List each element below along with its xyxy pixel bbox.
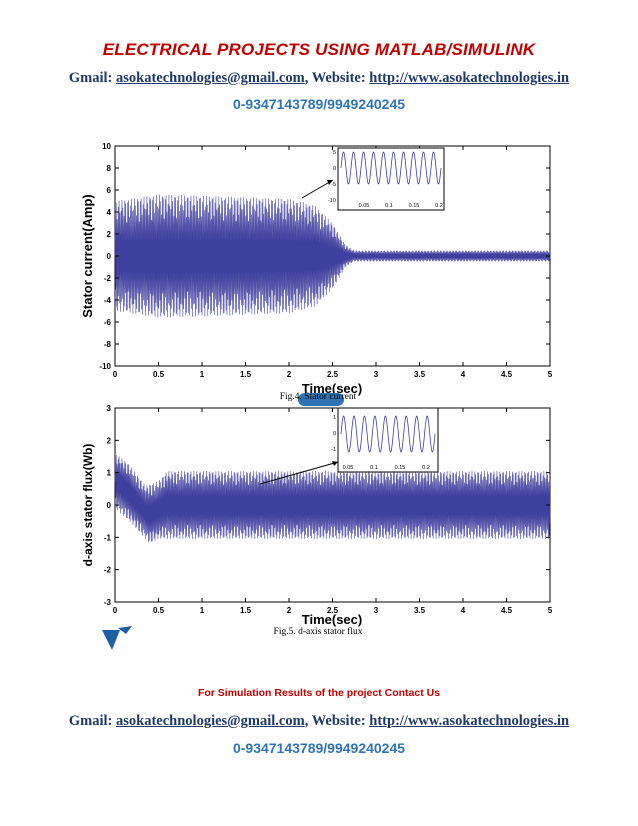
x-tick-label: 0 [113,606,118,615]
x-tick-label: 1.5 [240,606,252,615]
inset-y-tick-label: -5 [331,182,336,188]
stator-current-chart: 10 8 6 4 2 0 -2 -4 -6 -8 -10 0 0.5 1 1.5 2 2.5 3 3.5 4 4.5 5… [80,142,553,396]
inset-y-tick-label: 0 [333,166,336,172]
x-tick-label: 3 [374,606,379,615]
y-tick-label: -4 [104,296,112,305]
inset-y-tick-label: -10 [328,198,336,204]
x-tick-label: 0 [113,370,118,379]
footer-contact-line: Gmail: asokatechnologies@gmail.com, Webs… [0,713,638,730]
x-tick-label: 1 [200,606,205,615]
footer-contact-note: For Simulation Results of the project Co… [197,687,441,699]
inset-x-tick-label: 0.2 [422,465,430,471]
inset-current-waveform [340,151,442,185]
stator-current-inset [337,147,445,211]
stator-flux-signal [114,454,551,542]
footer-gmail-link[interactable]: asokatechnologies@gmail.com [116,713,305,729]
x-tick-label: 1 [200,370,205,379]
gmail-label: Gmail: [68,70,113,86]
inset-pointer-arrow [301,179,334,199]
inset-y-tick-label: -1 [331,447,336,453]
x-tick-label: 3.5 [414,606,426,615]
inset-y-tick-label: 0 [333,431,336,437]
y-tick-label: 6 [107,186,112,195]
x-tick-label: 4.5 [501,606,513,615]
y-tick-label: 3 [107,404,112,413]
y-tick-label: 1 [107,469,112,478]
y-tick-label: -1 [104,533,112,542]
y-tick-label: -3 [104,598,112,607]
y-tick-label: -8 [104,340,112,349]
y-tick-label: -2 [104,566,112,575]
stator-flux-xlabel: Time(sec) [302,612,362,627]
x-tick-label: 3.5 [414,370,426,379]
y-tick-label: 0 [107,252,112,261]
inset-y-tick-label: 1 [333,415,336,421]
inset-pointer-arrowhead-2 [332,461,338,466]
x-tick-label: 4.5 [501,370,513,379]
inset-pointer-arrow-2 [259,461,339,485]
y-tick-label: 2 [107,436,112,445]
x-tick-label: 2 [287,370,292,379]
x-tick-label: 4 [461,606,466,615]
inset-x-tick-label: 0.05 [359,203,370,209]
flux-waveform [114,454,551,542]
x-tick-label: 4 [461,370,466,379]
inset-y-tick-label: 5 [333,150,336,156]
header-contact-line: Gmail: asokatechnologies@gmail.com, Webs… [0,70,638,87]
stator-current-ylabel: Stator current(Amp) [80,194,95,318]
header-phone: 0-9347143789/9949240245 [232,96,406,112]
fig4-caption: Fig.4. Stator current [279,392,357,402]
footer-website-label: , Website: [304,713,366,729]
inset-x-tick-label: 0.15 [395,465,406,471]
y-tick-label: 0 [107,501,112,510]
inset-pointer-arrowhead [327,180,333,185]
stator-current-xlabel: Time(sec) [302,381,362,396]
inset-x-tick-label: 0.05 [343,465,354,471]
y-tick-label: -6 [104,318,112,327]
inset-flux-waveform [340,415,436,453]
y-tick-label: 8 [107,164,112,173]
footer-website-link[interactable]: http://www.asokatechnologies.in [369,713,570,729]
inset-x-tick-label: 0.1 [385,203,393,209]
x-tick-label: 2 [287,606,292,615]
stator-flux-chart: 3 2 1 0 -1 -2 -3 0 0.5 1 1.5 2 2.5 3 3.5 4 4.5 5 d-axis … [81,404,553,627]
gmail-link[interactable]: asokatechnologies@gmail.com [116,70,305,86]
caption-highlight [298,393,344,406]
fig5-caption: Fig.5. d-axis stator flux [273,627,363,637]
y-tick-label: -2 [104,274,112,283]
x-tick-label: 0.5 [153,606,165,615]
y-tick-label: 4 [107,208,112,217]
website-link[interactable]: http://www.asokatechnologies.in [369,70,570,86]
logo-mark-icon [102,626,132,650]
stator-flux-ylabel: d-axis stator flux(Wb) [81,444,95,567]
x-tick-label: 5 [548,606,553,615]
website-label: , Website: [304,70,366,86]
y-tick-label: 10 [102,142,111,151]
x-tick-label: 2.5 [327,606,339,615]
y-tick-label: -10 [99,362,111,371]
inset-x-tick-label: 0.15 [409,203,420,209]
x-tick-label: 2.5 [327,370,339,379]
x-tick-label: 3 [374,370,379,379]
x-tick-label: 1.5 [240,370,252,379]
inset-x-tick-label: 0.2 [435,203,443,209]
x-tick-label: 5 [548,370,553,379]
inset-x-tick-label: 0.1 [370,465,378,471]
y-tick-label: 2 [107,230,112,239]
x-tick-label: 0.5 [153,370,165,379]
footer-phone: 0-9347143789/9949240245 [232,740,406,756]
page-banner-title: ELECTRICAL PROJECTS USING MATLAB/SIMULIN… [102,40,536,59]
footer-gmail-label: Gmail: [68,713,113,729]
